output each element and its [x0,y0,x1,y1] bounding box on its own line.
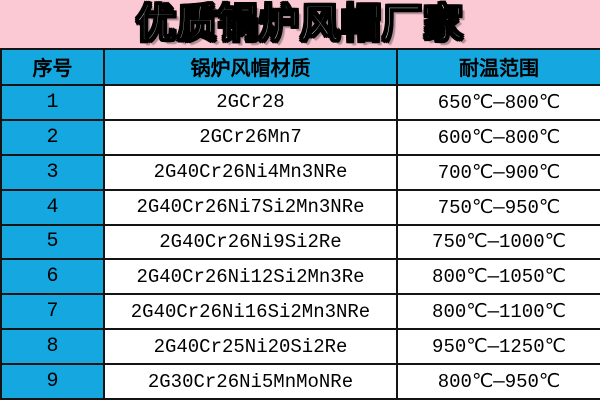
cell-material: 2G40Cr26Ni4Mn3NRe [103,153,398,191]
cell-range: 800℃—1050℃ [396,258,600,296]
table-row: 9 2G30Cr26Ni5MnMoNRe 800℃—950℃ [0,363,600,400]
table-row: 6 2G40Cr26Ni12Si2Mn3Re 800℃—1050℃ [0,258,600,296]
cell-range: 800℃—1100℃ [396,293,600,331]
cell-material: 2G40Cr26Ni12Si2Mn3Re [103,258,398,296]
cell-range: 750℃—950℃ [396,188,600,226]
table-row: 7 2G40Cr26Ni16Si2Mn3NRe 800℃—1100℃ [0,293,600,331]
cell-index: 8 [0,328,105,365]
page-banner: 优质锅炉风帽厂家 [0,0,600,48]
cell-range: 700℃—900℃ [396,153,600,191]
cell-material: 2G40Cr26Ni7Si2Mn3NRe [103,188,398,226]
table-row: 8 2G40Cr25Ni20Si2Re 950℃—1250℃ [0,328,600,365]
cell-index: 5 [0,223,105,261]
table-row: 3 2G40Cr26Ni4Mn3NRe 700℃—900℃ [0,153,600,191]
col-header-index: 序号 [0,48,105,86]
cell-material: 2GCr28 [103,84,398,121]
page-title: 优质锅炉风帽厂家 [135,1,464,47]
col-header-range: 耐温范围 [396,48,600,86]
cell-material: 2G40Cr25Ni20Si2Re [103,328,398,365]
cell-range: 950℃—1250℃ [396,328,600,365]
table-row: 1 2GCr28 650℃—800℃ [0,84,600,121]
cell-range: 750℃—1000℃ [396,223,600,261]
table-header-row: 序号 锅炉风帽材质 耐温范围 [0,48,600,86]
materials-table: 序号 锅炉风帽材质 耐温范围 1 2GCr28 650℃—800℃ 2 2GCr… [0,48,600,400]
cell-index: 7 [0,293,105,331]
cell-material: 2G30Cr26Ni5MnMoNRe [103,363,398,400]
cell-index: 3 [0,153,105,191]
cell-range: 600℃—800℃ [396,118,600,156]
table-row: 4 2G40Cr26Ni7Si2Mn3NRe 750℃—950℃ [0,188,600,226]
cell-index: 4 [0,188,105,226]
table-row: 2 2GCr26Mn7 600℃—800℃ [0,118,600,156]
col-header-material: 锅炉风帽材质 [103,48,398,86]
cell-material: 2G40Cr26Ni16Si2Mn3NRe [103,293,398,331]
cell-index: 9 [0,363,105,400]
table-row: 5 2G40Cr26Ni9Si2Re 750℃—1000℃ [0,223,600,261]
cell-range: 650℃—800℃ [396,84,600,121]
cell-material: 2GCr26Mn7 [103,118,398,156]
cell-material: 2G40Cr26Ni9Si2Re [103,223,398,261]
cell-range: 800℃—950℃ [396,363,600,400]
cell-index: 2 [0,118,105,156]
cell-index: 1 [0,84,105,121]
cell-index: 6 [0,258,105,296]
